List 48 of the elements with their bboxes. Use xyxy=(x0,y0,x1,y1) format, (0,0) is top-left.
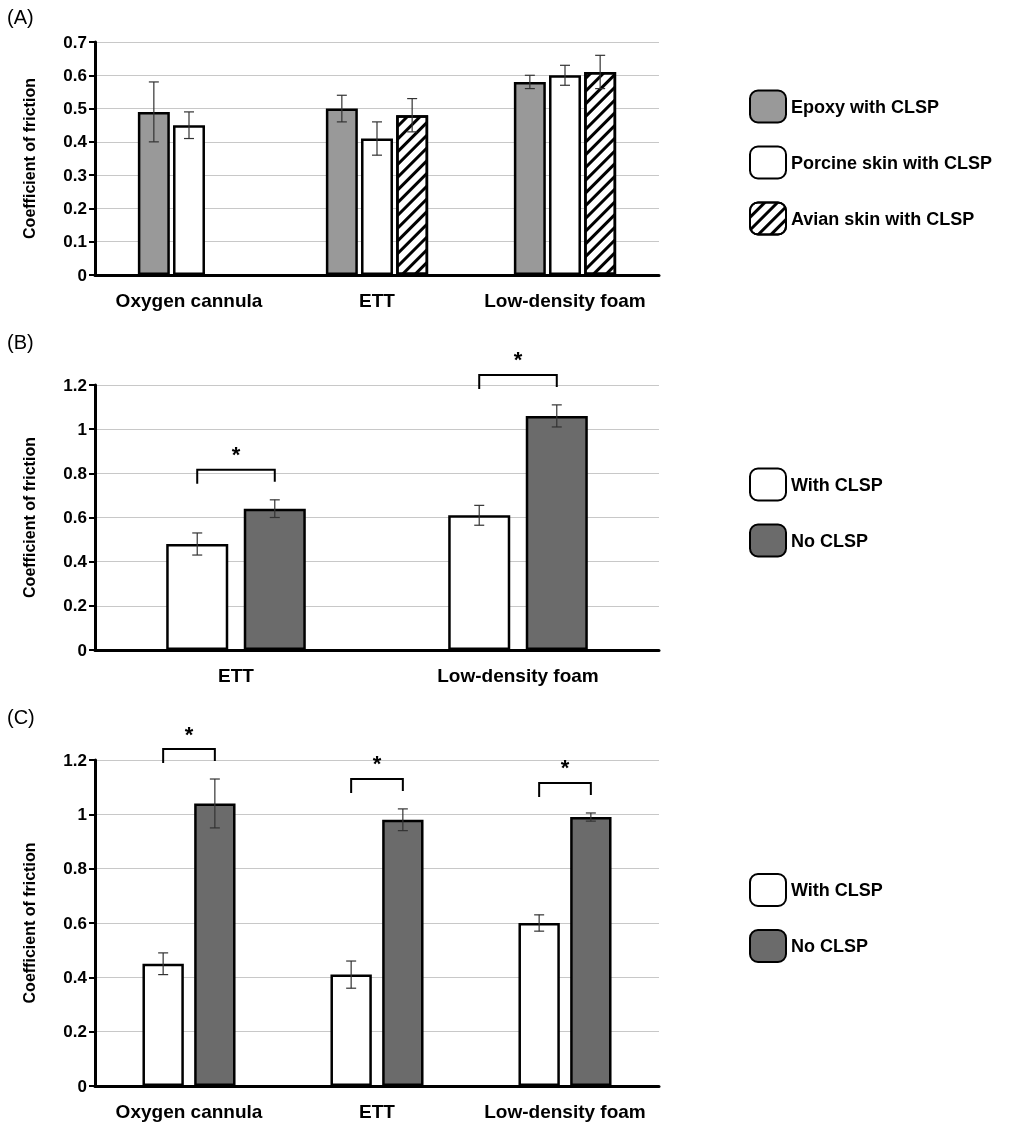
legend-label: Avian skin with CLSP xyxy=(791,208,975,229)
y-tick-label: 0.8 xyxy=(63,463,87,483)
y-tick-label: 0 xyxy=(77,1076,87,1096)
annotation: * xyxy=(560,755,570,781)
y-tick-label: 1 xyxy=(77,804,87,824)
legend-label: No CLSP xyxy=(791,530,869,551)
y-tick-label: 0.4 xyxy=(63,132,88,152)
y-tick-label: 0.6 xyxy=(63,913,87,933)
y-tick-label: 1 xyxy=(77,419,87,439)
y-tick-label: 0.2 xyxy=(63,596,87,616)
legend-label: Porcine skin with CLSP xyxy=(791,152,993,173)
legend-label: No CLSP xyxy=(791,936,869,956)
legend-label: Epoxy with CLSP xyxy=(791,96,940,117)
y-tick-label: 0.4 xyxy=(63,967,88,987)
y-tick-label: 0.2 xyxy=(63,198,87,218)
x-tick-label: Low-density foam xyxy=(484,290,646,311)
text: * xyxy=(513,347,523,373)
y-tick-label: 0.6 xyxy=(63,508,87,527)
y-tick-label: 0.8 xyxy=(63,859,87,879)
annotation: * xyxy=(372,751,382,777)
y-axis-title: Coefficient of friction xyxy=(20,78,38,239)
y-axis-title: Coefficient of friction xyxy=(20,437,38,598)
y-tick-label: 0.4 xyxy=(63,552,88,572)
y-tick-label: 0 xyxy=(77,640,87,660)
x-tick-label: ETT xyxy=(359,1101,396,1122)
annotation: * xyxy=(231,442,241,468)
x-tick-label: Oxygen cannula xyxy=(115,1101,263,1122)
x-tick-label: Oxygen cannula xyxy=(115,290,263,311)
legend-label: With CLSP xyxy=(791,880,883,900)
y-tick-label: 0.1 xyxy=(63,232,87,252)
y-tick-label: 0.6 xyxy=(63,65,87,85)
y-axis-title: Coefficient of friction xyxy=(20,842,38,1004)
y-tick-label: 0 xyxy=(77,265,87,285)
y-tick-label: 0.3 xyxy=(63,165,87,185)
x-tick-label: ETT xyxy=(218,665,255,686)
chart-title: (C) xyxy=(7,706,35,728)
y-tick-label: 1.2 xyxy=(63,750,87,770)
chart-title: (B) xyxy=(7,331,34,353)
y-tick-label: 0.2 xyxy=(63,1022,87,1042)
text: * xyxy=(184,721,194,747)
y-tick-label: 0.5 xyxy=(63,99,87,119)
x-tick-label: ETT xyxy=(359,290,396,311)
legend-label: With CLSP xyxy=(791,474,883,495)
y-tick-label: 1.2 xyxy=(63,375,87,395)
y-tick-label: 0.7 xyxy=(63,32,87,52)
x-tick-label: Low-density foam xyxy=(437,665,599,686)
chart-title: (A) xyxy=(7,6,34,28)
x-tick-label: Low-density foam xyxy=(484,1101,646,1122)
